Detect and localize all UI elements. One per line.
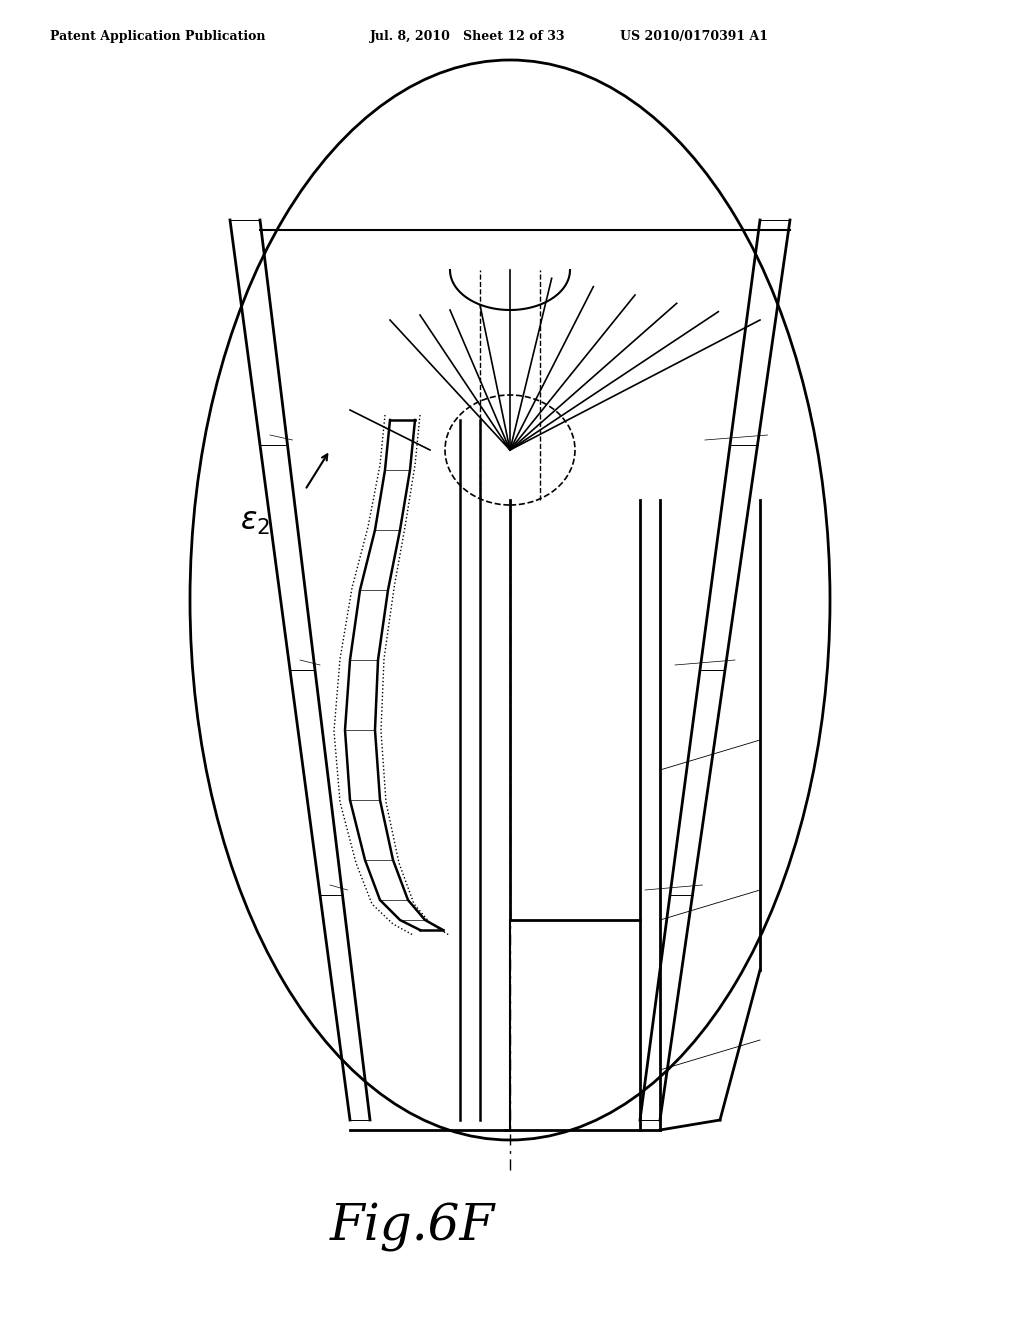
Text: US 2010/0170391 A1: US 2010/0170391 A1 (620, 30, 768, 44)
Text: $\varepsilon_2$: $\varepsilon_2$ (240, 506, 270, 537)
Text: Jul. 8, 2010   Sheet 12 of 33: Jul. 8, 2010 Sheet 12 of 33 (370, 30, 565, 44)
Text: Patent Application Publication: Patent Application Publication (50, 30, 265, 44)
Text: Fig.6F: Fig.6F (330, 1203, 496, 1251)
